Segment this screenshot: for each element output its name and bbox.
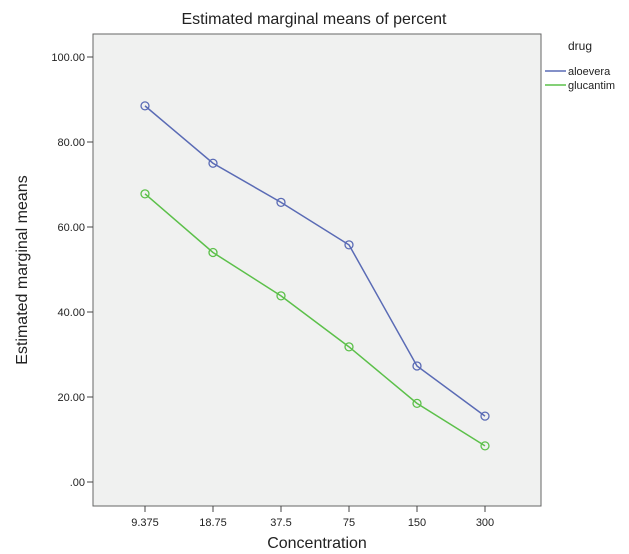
x-tick-label: 300 [476, 517, 494, 529]
data-point-glucantim [480, 441, 490, 451]
data-point-aloevera [208, 158, 218, 168]
chart-title: Estimated marginal means of percent [181, 11, 447, 28]
data-point-glucantim [412, 398, 422, 409]
data-point-aloevera [276, 197, 286, 208]
legend-label-glucantim: glucantim [568, 80, 615, 92]
series-line-aloevera [144, 105, 486, 417]
x-tick-label: 9.375 [131, 517, 159, 529]
data-point-glucantim [140, 189, 150, 199]
series-layer [140, 101, 490, 451]
data-point-aloevera [480, 411, 490, 421]
legend-title: drug [568, 39, 592, 53]
data-point-aloevera [140, 101, 150, 111]
x-tick-label: 37.5 [270, 517, 291, 529]
y-tick-label: 20.00 [57, 392, 85, 404]
x-tick-label: 18.75 [199, 517, 227, 529]
y-tick-label: 80.00 [57, 137, 85, 149]
data-point-aloevera [344, 240, 354, 250]
y-tick-label: .00 [70, 477, 85, 489]
legend: drug aloevera glucantim [545, 39, 615, 92]
data-point-aloevera [412, 361, 422, 371]
x-axis: 9.375 18.75 37.5 75 150 300 [131, 506, 494, 529]
x-tick-label: 75 [343, 517, 355, 529]
y-axis: .00 20.00 40.00 60.00 80.00 100.00 [51, 52, 93, 489]
y-tick-label: 40.00 [57, 307, 85, 319]
x-axis-title: Concentration [267, 535, 367, 552]
y-tick-label: 60.00 [57, 222, 85, 234]
y-tick-label: 100.00 [51, 52, 85, 64]
x-tick-label: 150 [408, 517, 426, 529]
plot-area [92, 33, 542, 507]
series-line-glucantim [144, 193, 486, 447]
legend-label-aloevera: aloevera [568, 66, 611, 78]
data-point-glucantim [276, 291, 286, 301]
y-axis-title: Estimated marginal means [14, 175, 31, 364]
data-point-glucantim [208, 247, 218, 258]
data-point-glucantim [344, 342, 354, 352]
